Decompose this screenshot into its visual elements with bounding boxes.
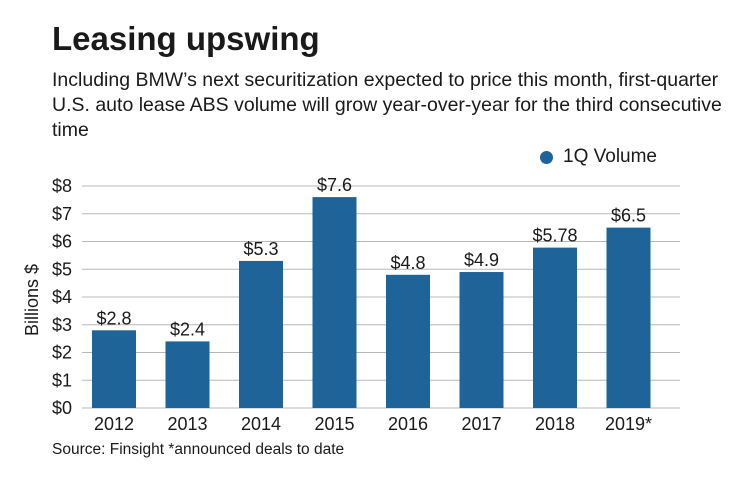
data-label: $5.78 — [532, 226, 577, 246]
bar — [239, 260, 283, 408]
bar — [386, 274, 430, 408]
y-axis-ticks: $0 $1 $2 $3 $4 $5 $6 $7 $8 — [52, 176, 72, 418]
legend-label: 1Q Volume — [563, 146, 657, 167]
bar — [165, 341, 210, 408]
x-tick-label: 2014 — [241, 414, 281, 434]
x-tick-label: 2013 — [167, 414, 207, 434]
chart-subtitle: Including BMW’s next securitization expe… — [52, 69, 722, 141]
data-label: $7.6 — [317, 175, 352, 195]
bar — [312, 197, 357, 408]
bar — [459, 272, 504, 408]
bar — [533, 247, 577, 408]
y-tick-label: $8 — [52, 176, 72, 196]
data-labels: $2.8 $2.4 $5.3 $7.6 $4.8 $4.9 $5.78 $6.5 — [96, 175, 646, 339]
x-tick-label: 2017 — [461, 414, 501, 434]
y-tick-label: $5 — [52, 259, 72, 279]
y-tick-label: $2 — [52, 343, 72, 363]
x-tick-label: 2018 — [535, 414, 575, 434]
y-tick-label: $4 — [52, 287, 72, 307]
data-label: $4.8 — [390, 253, 425, 273]
x-tick-label: 2015 — [314, 414, 354, 434]
x-tick-label: 2019* — [605, 414, 652, 434]
chart-title: Leasing upswing — [52, 20, 320, 57]
data-label: $6.5 — [611, 206, 646, 226]
y-tick-label: $6 — [52, 232, 72, 252]
legend-marker — [540, 150, 553, 164]
data-label: $4.9 — [464, 250, 499, 270]
y-tick-label: $1 — [52, 370, 72, 390]
data-label: $2.4 — [170, 319, 205, 339]
source-note: Source: Finsight *announced deals to dat… — [52, 441, 345, 458]
y-axis-label: Billions $ — [22, 264, 42, 336]
y-tick-label: $7 — [52, 204, 72, 224]
bars — [92, 197, 651, 408]
y-tick-label: $0 — [52, 398, 72, 418]
bar — [606, 227, 651, 408]
data-label: $2.8 — [96, 308, 131, 328]
x-tick-label: 2012 — [94, 414, 134, 434]
x-axis-ticks: 2012 2013 2014 2015 2016 2017 2018 2019* — [94, 414, 652, 434]
x-tick-label: 2016 — [388, 414, 428, 434]
legend: 1Q Volume — [540, 146, 657, 168]
bar — [92, 330, 136, 408]
data-label: $5.3 — [243, 239, 278, 259]
y-tick-label: $3 — [52, 315, 72, 335]
